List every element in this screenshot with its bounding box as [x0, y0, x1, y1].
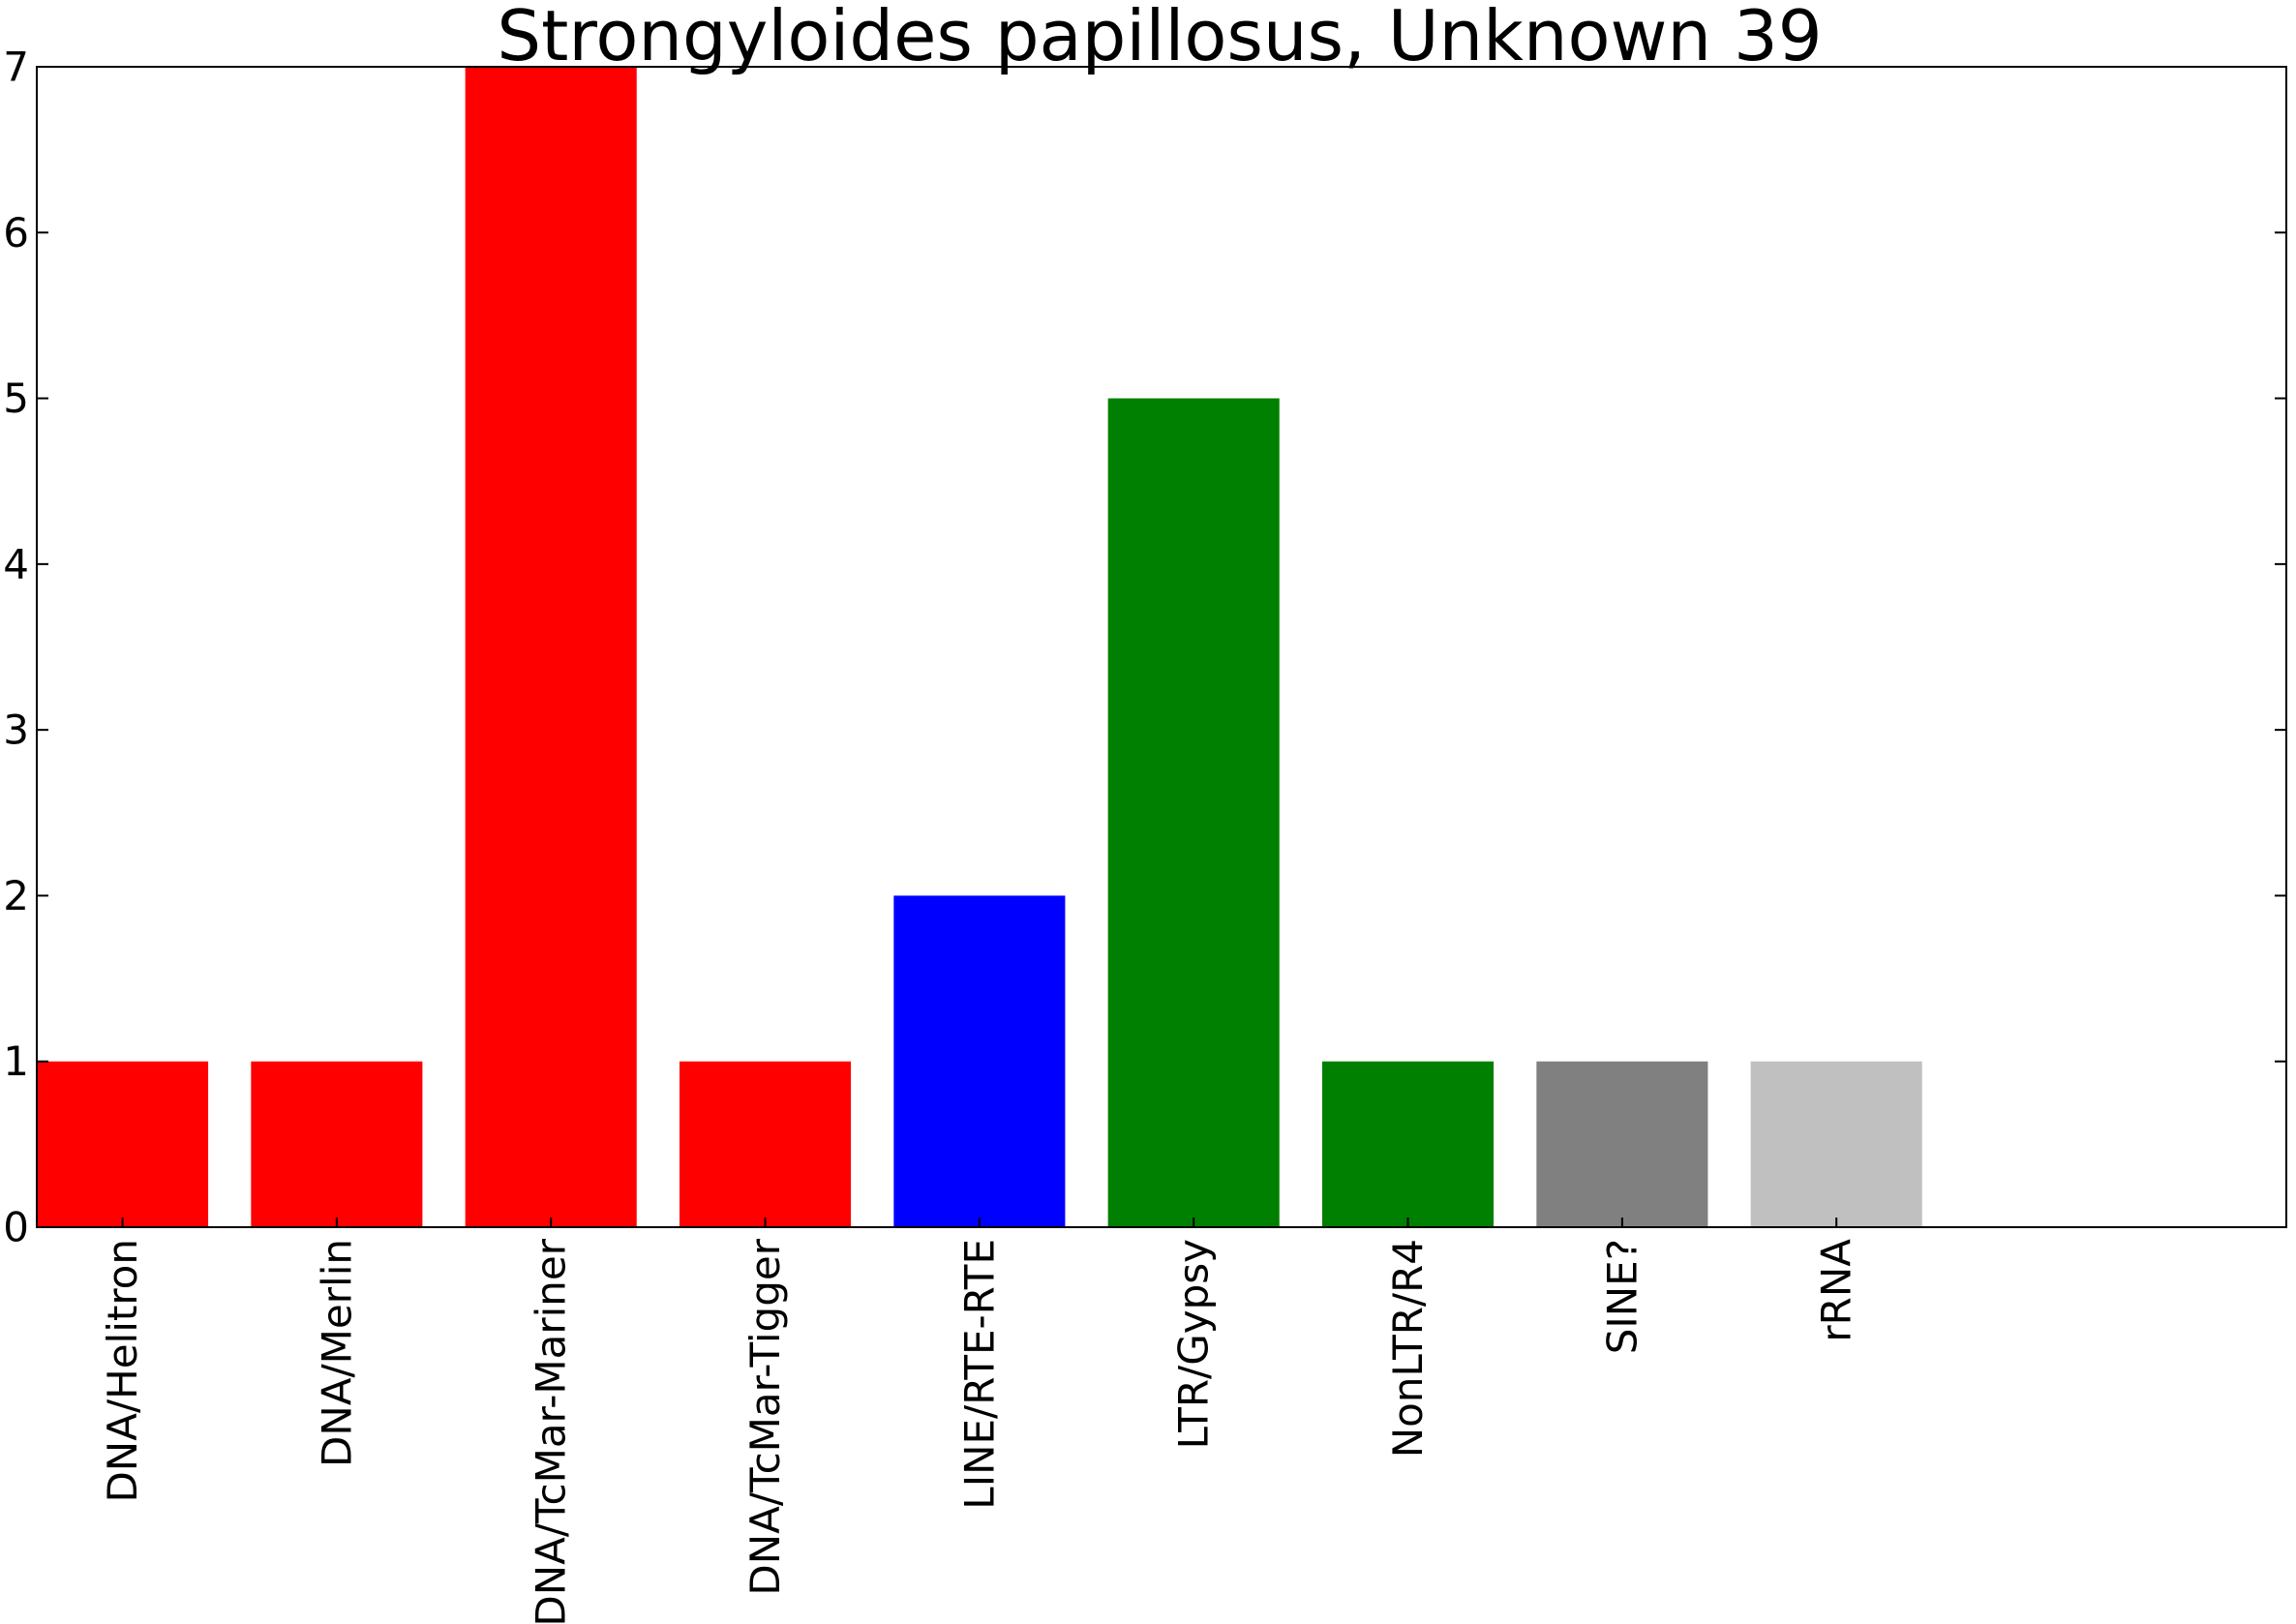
bar-dna-merlin — [251, 1061, 423, 1227]
x-tick-label: DNA/TcMar-Tigger — [741, 1238, 789, 1595]
x-axis: DNA/Helitron DNA/Merlin DNA/TcMar-Mariner D… — [99, 1218, 1860, 1624]
bar-dna-tcmar-tigger — [680, 1061, 852, 1227]
y-tick-label: 4 — [3, 540, 29, 587]
bar-dna-tcmar-mariner — [465, 67, 637, 1227]
y-tick-label: 3 — [3, 707, 29, 754]
plot-frame — [36, 66, 2287, 1228]
x-tick-label: NonLTR/R4 — [1384, 1239, 1432, 1458]
bar-ltr-gypsy — [1107, 398, 1280, 1228]
y-tick-label: 6 — [3, 209, 29, 256]
bar-dna-helitron — [37, 1061, 209, 1227]
x-tick-label: LINE/RTE-RTE — [955, 1239, 1003, 1510]
bars-group — [37, 67, 1922, 1228]
y-tick-label: 1 — [3, 1038, 29, 1085]
bar-sine — [1536, 1061, 1708, 1227]
y-tick-label: 0 — [3, 1204, 29, 1251]
x-tick-label: rRNA — [1813, 1239, 1860, 1342]
x-tick-label: LTR/Gypsy — [1170, 1239, 1218, 1449]
y-tick-label: 2 — [3, 872, 29, 919]
chart-title: Strongyloides papillosus, Unknown 39 — [497, 0, 1822, 76]
x-tick-label: SINE? — [1598, 1239, 1646, 1354]
y-tick-label: 7 — [3, 44, 29, 91]
bar-line-rte-rte — [893, 895, 1066, 1227]
x-tick-label: DNA/Merlin — [313, 1239, 360, 1467]
bar-nonltr-r4 — [1322, 1061, 1495, 1227]
y-axis: 0 1 2 3 4 5 6 7 — [3, 44, 2286, 1251]
y-tick-label: 5 — [3, 375, 29, 422]
x-tick-label: DNA/Helitron — [99, 1239, 146, 1503]
x-tick-label: DNA/TcMar-Mariner — [528, 1238, 575, 1624]
bar-rrna — [1750, 1061, 1922, 1227]
